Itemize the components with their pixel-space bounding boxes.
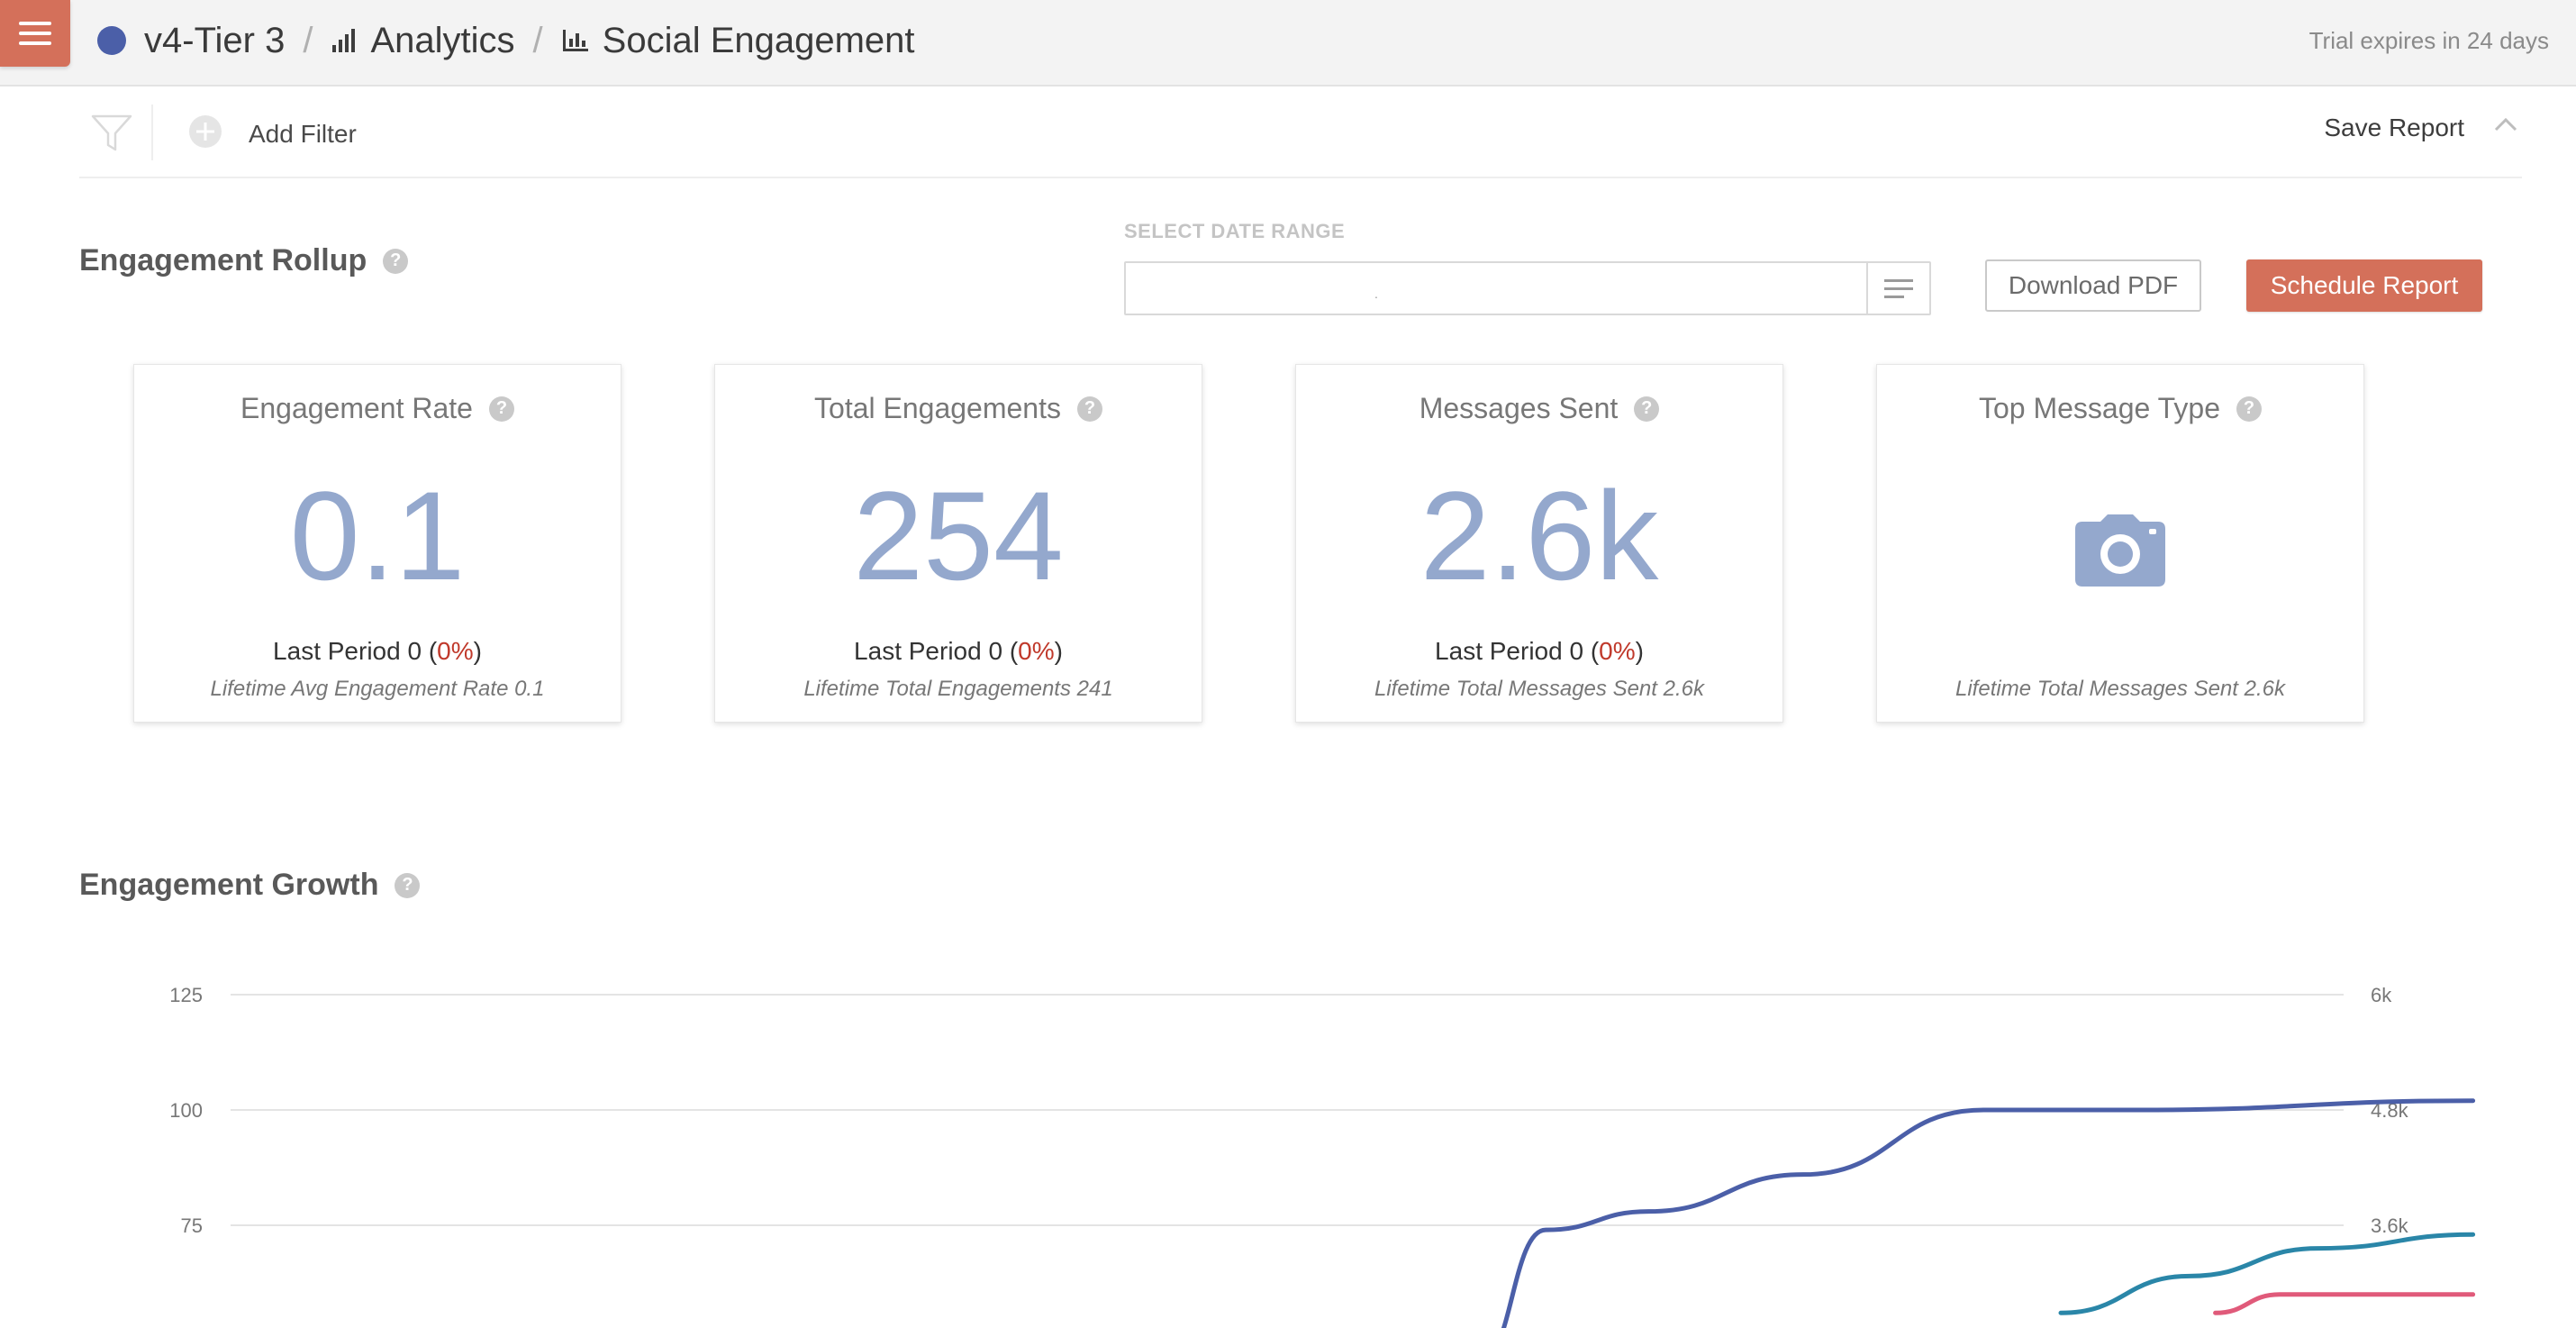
card-value: 2.6k (1420, 465, 1659, 606)
last-period-text: Last Period 0 ( (854, 637, 1019, 665)
y-tick-label-left: 100 (169, 1099, 203, 1122)
series-line-3 (2213, 1292, 2476, 1315)
section-title-text: Engagement Rollup (79, 243, 367, 277)
add-filter-button[interactable]: Add Filter (187, 114, 357, 154)
help-icon[interactable]: ? (488, 396, 514, 422)
help-icon[interactable]: ? (1076, 396, 1102, 422)
filter-bar: Add Filter Save Report (79, 88, 2522, 178)
breadcrumb-workspace[interactable]: v4-Tier 3 (144, 20, 286, 60)
card-lifetime: Lifetime Total Messages Sent 2.6k (1374, 677, 1704, 701)
plus-circle-icon (187, 114, 223, 154)
card-title-text: Engagement Rate (240, 392, 473, 424)
report-chart-icon (561, 28, 590, 53)
card-value: 254 (853, 465, 1064, 606)
y-tick-label-right: 6k (2371, 984, 2392, 1006)
card-last-period: Last Period 0 (0%) (134, 637, 621, 666)
divider (151, 105, 153, 160)
card-title: Top Message Type ? (1877, 392, 2363, 425)
menu-icon-line (19, 32, 51, 35)
last-period-text: Last Period 0 ( (1435, 637, 1600, 665)
metric-card-total-engagements: Total Engagements ? 254 Last Period 0 (0… (714, 364, 1202, 723)
help-icon[interactable]: ? (1634, 396, 1660, 422)
card-title: Messages Sent ? (1296, 392, 1782, 425)
help-icon[interactable]: ? (383, 248, 409, 274)
card-lifetime: Lifetime Total Engagements 241 (803, 677, 1113, 701)
help-icon[interactable]: ? (395, 872, 421, 898)
card-title: Engagement Rate ? (134, 392, 621, 425)
menu-icon-line (19, 41, 51, 45)
breadcrumb-analytics[interactable]: Analytics (370, 20, 515, 60)
help-icon[interactable]: ? (2236, 396, 2262, 422)
last-period-close: ) (473, 637, 482, 665)
card-title-text: Top Message Type (1978, 392, 2220, 424)
y-tick-label-right: 3.6k (2371, 1214, 2409, 1237)
card-last-period: Last Period 0 (0%) (715, 637, 1202, 666)
last-period-percent: 0% (437, 637, 474, 665)
metric-card-top-message-type: Top Message Type ? Lifetime Total Messag… (1876, 364, 2364, 723)
lines-icon (1884, 278, 1913, 282)
last-period-close: ) (1054, 637, 1063, 665)
card-title-text: Messages Sent (1419, 392, 1619, 424)
card-value: 0.1 (289, 465, 466, 606)
date-range-value: . (1374, 287, 1378, 301)
section-title-engagement-rollup: Engagement Rollup ? (79, 243, 409, 278)
top-bar: v4-Tier 3 / Analytics / Social Engagemen… (0, 0, 2576, 86)
card-title: Total Engagements ? (715, 392, 1202, 425)
card-lifetime: Lifetime Total Messages Sent 2.6k (1955, 677, 2285, 701)
menu-icon-line (19, 22, 51, 25)
series-line-1 (1501, 1098, 2476, 1328)
series-line-2 (2058, 1232, 2476, 1315)
breadcrumb-page: Social Engagement (602, 20, 915, 60)
last-period-percent: 0% (1018, 637, 1055, 665)
last-period-close: ) (1635, 637, 1644, 665)
lines-icon (1884, 287, 1913, 290)
last-period-percent: 0% (1599, 637, 1636, 665)
hamburger-menu-button[interactable] (0, 0, 70, 67)
trial-notice: Trial expires in 24 days (2308, 27, 2549, 54)
schedule-report-button[interactable]: Schedule Report (2246, 259, 2482, 312)
card-lifetime: Lifetime Avg Engagement Rate 0.1 (210, 677, 545, 701)
card-last-period: Last Period 0 (0%) (1296, 637, 1782, 666)
y-tick-label-left: 125 (169, 984, 203, 1006)
download-pdf-button[interactable]: Download PDF (1985, 259, 2201, 312)
chevron-up-icon[interactable] (2493, 115, 2518, 138)
lines-icon (1884, 295, 1904, 298)
add-filter-label: Add Filter (249, 119, 357, 148)
breadcrumb: v4-Tier 3 / Analytics / Social Engagemen… (97, 18, 915, 63)
breadcrumb-separator: / (532, 20, 543, 60)
y-tick-label-left: 75 (181, 1214, 203, 1237)
save-report-button[interactable]: Save Report (2324, 114, 2464, 141)
breadcrumb-separator: / (303, 20, 313, 60)
camera-icon (1877, 513, 2363, 588)
workspace-dot-icon (97, 26, 126, 55)
metric-card-engagement-rate: Engagement Rate ? 0.1 Last Period 0 (0%)… (133, 364, 621, 723)
section-title-engagement-growth: Engagement Growth ? (79, 868, 421, 903)
date-range-menu-button[interactable] (1866, 263, 1929, 314)
last-period-text: Last Period 0 ( (273, 637, 438, 665)
card-title-text: Total Engagements (814, 392, 1061, 424)
date-range-input[interactable]: . (1124, 261, 1931, 315)
metric-card-messages-sent: Messages Sent ? 2.6k Last Period 0 (0%) … (1295, 364, 1783, 723)
filter-icon[interactable] (90, 114, 133, 158)
section-title-text: Engagement Growth (79, 868, 379, 902)
date-range-label: SELECT DATE RANGE (1124, 220, 1346, 242)
bar-chart-icon (331, 27, 358, 54)
